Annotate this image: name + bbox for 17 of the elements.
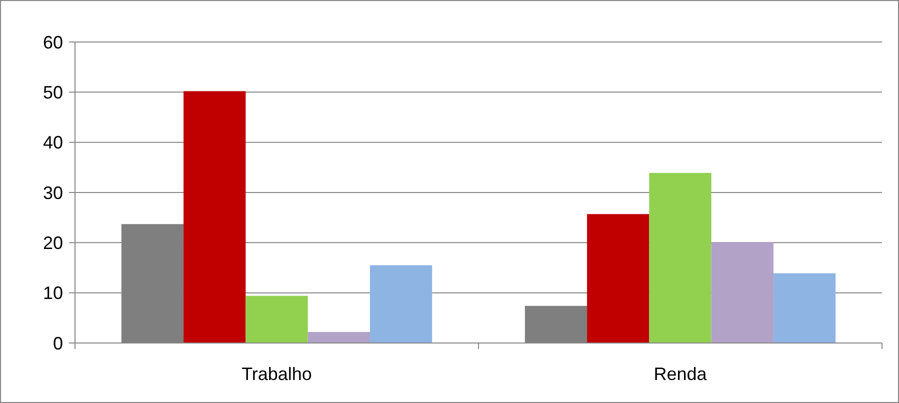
y-tick-label: 30 — [42, 182, 63, 203]
y-tick-label: 40 — [42, 132, 63, 153]
y-tick-label: 20 — [42, 232, 63, 253]
bar — [773, 273, 836, 343]
bar — [649, 172, 712, 343]
bar — [711, 242, 774, 343]
bar — [370, 265, 432, 343]
y-tick-label: 60 — [42, 32, 63, 52]
x-tick-label: Trabalho — [242, 364, 312, 384]
bar — [246, 296, 308, 343]
bar — [184, 91, 246, 343]
bar — [308, 332, 370, 343]
y-tick-label: 10 — [42, 283, 63, 304]
y-tick-label: 50 — [42, 82, 63, 102]
x-tick-label: Renda — [654, 364, 708, 384]
bar — [587, 214, 650, 343]
y-tick-label: 0 — [52, 333, 63, 354]
